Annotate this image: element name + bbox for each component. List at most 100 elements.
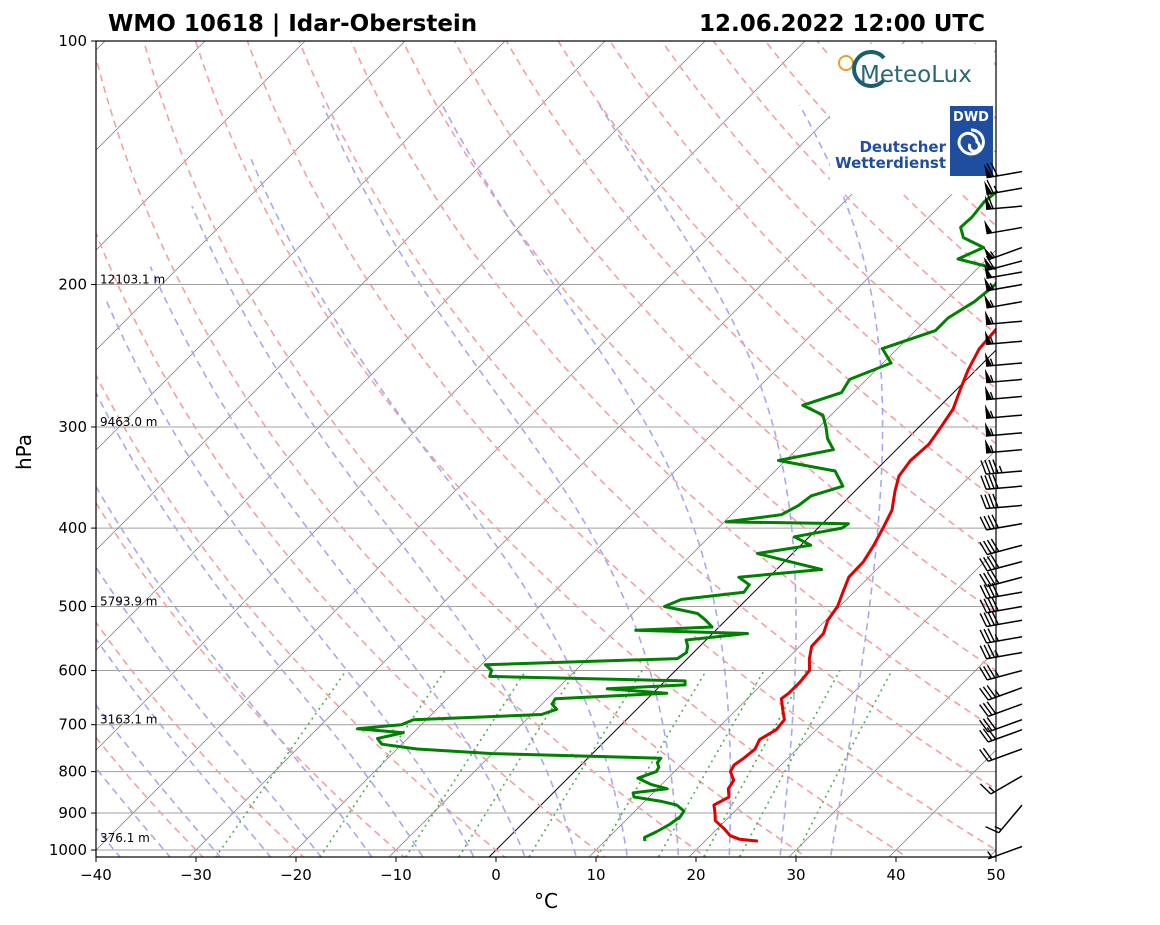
barb-full xyxy=(980,494,987,509)
barb-full xyxy=(983,644,992,659)
barb-full xyxy=(990,162,999,177)
barb-full xyxy=(979,719,989,733)
wind-barb xyxy=(979,747,1023,762)
barb-half xyxy=(989,336,994,344)
wind-barb xyxy=(984,179,1023,196)
isotherm-line xyxy=(96,41,906,851)
wind-barb xyxy=(983,246,1023,261)
barb-half xyxy=(988,786,995,793)
moist-adiabat-line xyxy=(191,205,578,857)
isotherm-line xyxy=(388,249,996,857)
barb-pennant xyxy=(984,264,993,279)
barb-staff xyxy=(986,636,1023,644)
barb-full xyxy=(986,179,995,194)
moist-adiabat-line xyxy=(105,301,475,857)
x-tick-label: −30 xyxy=(180,866,212,884)
barb-full xyxy=(985,255,995,269)
wind-barb xyxy=(979,727,1023,743)
wind-barb xyxy=(984,404,1023,419)
barb-full xyxy=(983,584,992,599)
x-tick-label: 40 xyxy=(886,866,905,884)
mixing-ratio-line xyxy=(214,670,347,857)
barb-full xyxy=(983,612,992,627)
barb-full xyxy=(979,629,988,644)
barb-full xyxy=(983,665,992,680)
barb-staff xyxy=(986,395,1023,401)
barb-staff xyxy=(987,686,1023,701)
dry-adiabat-line xyxy=(96,621,305,857)
barb-half xyxy=(994,689,1001,697)
mixing-ratio-line xyxy=(404,670,527,857)
barb-pennant xyxy=(984,385,993,400)
barb-full xyxy=(991,597,999,611)
isotherm-line xyxy=(488,349,996,857)
barb-full xyxy=(982,728,993,742)
isotherm-line xyxy=(96,41,806,751)
wind-barb xyxy=(980,474,1023,491)
wind-barb xyxy=(985,804,1023,834)
y-tick-label: 1000 xyxy=(49,841,87,859)
chart-title-datetime: 12.06.2022 12:00 UTC xyxy=(699,11,985,37)
y-tick-label: 300 xyxy=(58,418,87,436)
dry-adiabat-line xyxy=(96,501,406,857)
barb-half xyxy=(994,826,1002,831)
wind-barb xyxy=(984,422,1023,437)
wind-barbs xyxy=(979,162,1023,860)
profile-lines xyxy=(355,190,996,843)
barb-pennant xyxy=(984,438,993,453)
wind-barb xyxy=(987,845,1023,860)
x-tick-label: −20 xyxy=(280,866,312,884)
barb-pennant xyxy=(984,164,993,178)
dry-adiabat-line xyxy=(1007,23,1160,867)
dry-adiabat-line xyxy=(505,41,996,557)
barb-half xyxy=(989,299,995,308)
meteolux-ring-icon xyxy=(852,50,886,88)
wind-barb xyxy=(984,330,1023,346)
height-label: 12103.1 m xyxy=(100,273,165,287)
wind-barb xyxy=(979,643,1023,660)
isotherm-line xyxy=(788,649,996,857)
barb-full xyxy=(990,570,1000,584)
wind-barb xyxy=(984,194,1023,211)
moist-adiabat-line xyxy=(96,565,323,857)
barb-full xyxy=(982,718,993,732)
mixing-ratio-line xyxy=(596,670,707,857)
barb-staff xyxy=(986,300,1023,309)
dry-adiabat-line xyxy=(350,41,996,731)
meteolux-wordmark: MeteoLux xyxy=(860,62,972,88)
barb-full xyxy=(987,583,996,598)
wind-barb xyxy=(984,310,1023,326)
barb-pennant xyxy=(984,310,993,325)
barb-half xyxy=(989,374,994,383)
barb-pennant xyxy=(984,219,993,234)
mixing-ratio-line xyxy=(657,670,765,857)
barb-full xyxy=(979,585,988,599)
moist-adiabat-line xyxy=(322,104,680,857)
height-label: 376.1 m xyxy=(100,831,150,845)
x-axis-label: °C xyxy=(534,889,558,913)
barb-full xyxy=(990,554,1000,569)
barb-staff xyxy=(990,775,1023,795)
barb-full xyxy=(991,582,999,597)
wind-barb xyxy=(984,352,1023,367)
barb-full xyxy=(983,540,992,554)
x-tick-label: 10 xyxy=(586,866,605,884)
barb-half xyxy=(998,465,1003,473)
barb-pennant xyxy=(984,277,993,291)
dry-adiabat-line xyxy=(194,41,909,857)
moist-adiabat-line xyxy=(798,104,884,857)
dry-adiabat-line xyxy=(96,54,708,857)
logo-area: MeteoLux DWD Deutscher Wetterdienst xyxy=(830,44,994,194)
dry-adiabat-line xyxy=(246,41,996,851)
y-tick-label: 400 xyxy=(58,519,87,537)
barb-half xyxy=(993,185,999,193)
wind-barb xyxy=(984,294,1023,309)
barb-half xyxy=(994,670,1000,678)
wind-barb xyxy=(979,775,1023,795)
barb-half xyxy=(989,391,994,400)
barb-full xyxy=(980,475,987,490)
dry-adiabat-line xyxy=(712,41,996,335)
wind-barb xyxy=(979,611,1023,628)
mixing-ratio-line xyxy=(528,670,643,857)
barb-staff xyxy=(986,226,1023,235)
